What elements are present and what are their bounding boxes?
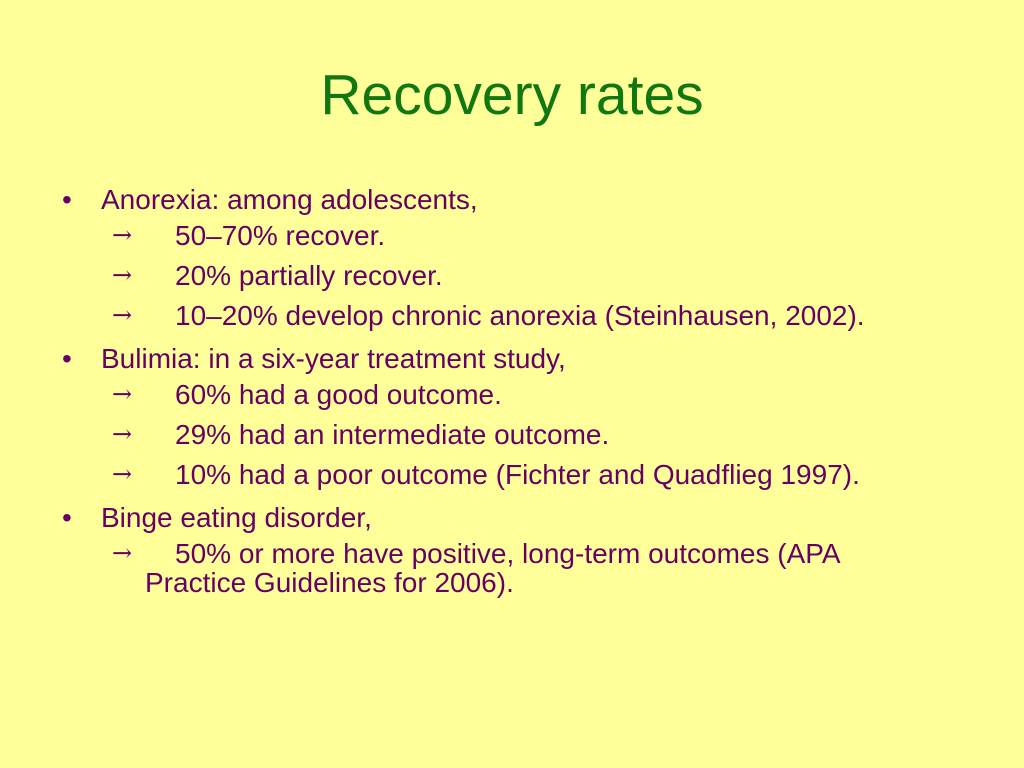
- sub-bullet-text: 29% had an intermediate outcome.: [175, 419, 610, 450]
- arrow-icon: →: [112, 301, 133, 329]
- sub-bullet-text: 20% partially recover.: [175, 260, 443, 291]
- arrow-icon: →: [112, 420, 133, 448]
- sub-bullet: → 10% had a poor outcome (Fichter and Qu…: [0, 460, 905, 489]
- sub-bullet: → 50% or more have positive, long-term o…: [0, 539, 905, 597]
- bullet-label: Anorexia: among adolescents,: [101, 184, 478, 215]
- sub-bullet: → 20% partially recover.: [0, 261, 905, 290]
- sub-bullet-text: 50–70% recover.: [175, 220, 386, 251]
- bullet-icon: •: [62, 184, 72, 215]
- bullet-label: Binge eating disorder,: [101, 502, 372, 533]
- bullet-icon: •: [62, 343, 72, 374]
- sub-bullet-text: 50% or more have positive, long-term out…: [145, 538, 840, 598]
- sub-bullet: → 10–20% develop chronic anorexia (Stein…: [0, 301, 905, 330]
- sub-bullet-text: 60% had a good outcome.: [175, 379, 502, 410]
- bullet-bulimia: • Bulimia: in a six-year treatment study…: [0, 341, 1024, 377]
- arrow-icon: →: [112, 539, 133, 567]
- sub-bullet: → 60% had a good outcome.: [0, 380, 905, 409]
- bullet-icon: •: [62, 502, 72, 533]
- sub-bullet: → 50–70% recover.: [0, 221, 905, 250]
- arrow-icon: →: [112, 261, 133, 289]
- arrow-icon: →: [112, 380, 133, 408]
- slide-content: • Anorexia: among adolescents, → 50–70% …: [0, 182, 1024, 608]
- sub-bullet-text: 10% had a poor outcome (Fichter and Quad…: [175, 459, 860, 490]
- bullet-anorexia: • Anorexia: among adolescents,: [0, 182, 1024, 218]
- bullet-label: Bulimia: in a six-year treatment study,: [101, 343, 566, 374]
- sub-bullet: → 29% had an intermediate outcome.: [0, 420, 905, 449]
- bullet-binge-eating: • Binge eating disorder,: [0, 500, 1024, 536]
- sub-bullet-text: 10–20% develop chronic anorexia (Steinha…: [175, 300, 865, 331]
- arrow-icon: →: [112, 460, 133, 488]
- arrow-icon: →: [112, 221, 133, 249]
- slide-title: Recovery rates: [320, 63, 704, 127]
